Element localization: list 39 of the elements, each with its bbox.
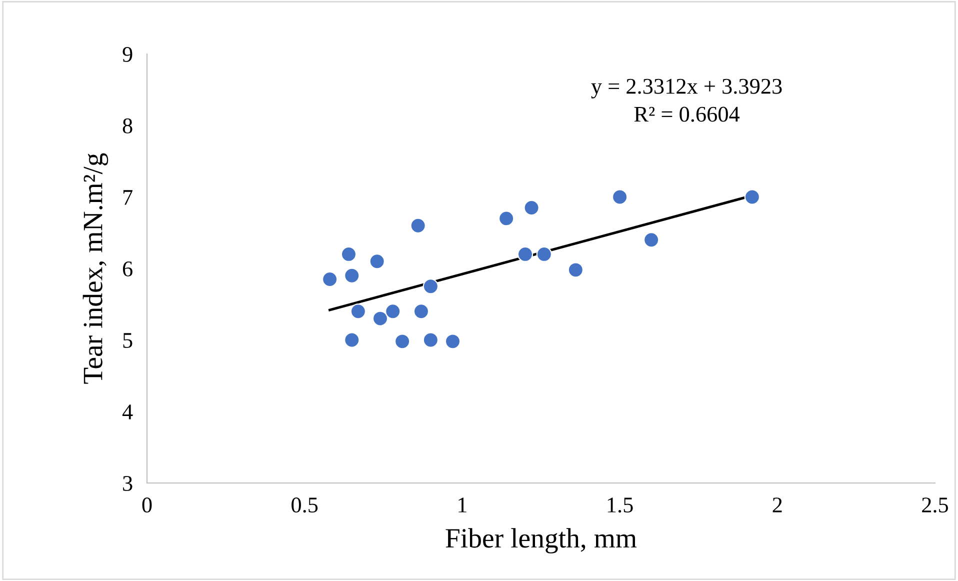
point	[322, 271, 338, 288]
point	[568, 262, 584, 278]
point	[413, 304, 430, 320]
y-tick-label: 5	[123, 333, 132, 348]
point	[517, 246, 534, 262]
point	[344, 268, 360, 284]
point	[344, 332, 360, 348]
y-tick-label: 4	[122, 404, 133, 420]
y-tick-label: 8	[122, 118, 132, 134]
point	[410, 218, 426, 234]
point	[369, 254, 385, 270]
x-tick-label: 1	[458, 498, 466, 512]
point	[498, 210, 514, 226]
annotation: y = 2.3312x + 3.3923	[591, 78, 782, 98]
point	[422, 332, 439, 348]
x-axis-title: Fiber length, mm	[446, 528, 637, 554]
point	[385, 304, 401, 320]
point	[612, 189, 628, 205]
point	[643, 232, 660, 248]
point	[350, 304, 366, 320]
x-tick-label: 2.5	[922, 498, 948, 513]
y-tick-label: 3	[123, 476, 132, 491]
point	[340, 246, 357, 262]
point	[524, 200, 540, 216]
point	[372, 310, 388, 326]
x-tick-label: 1.5	[608, 498, 633, 513]
y-tick-label: 6	[122, 261, 132, 276]
x-tick-label: 0	[142, 498, 152, 513]
point	[536, 246, 552, 262]
point	[422, 278, 439, 294]
y-axis-title: Tear index, mN.m²/g	[82, 153, 108, 384]
y-tick-label: 9	[122, 46, 132, 62]
point	[744, 189, 760, 205]
x-tick-label: 2	[772, 498, 782, 512]
point	[444, 334, 461, 350]
x-tick-label: 0.5	[292, 498, 318, 513]
y-tick-label: 7	[123, 190, 132, 205]
point	[394, 334, 410, 350]
annotation: R² = 0.6604	[634, 106, 740, 122]
